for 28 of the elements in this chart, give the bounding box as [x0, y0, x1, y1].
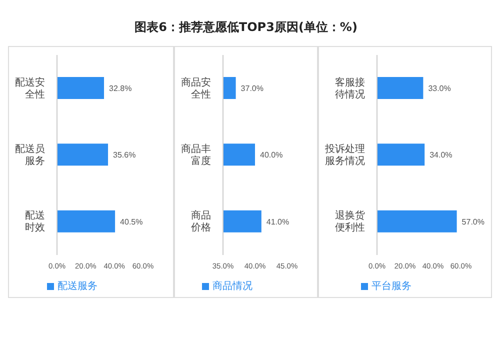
y-tick-label: 退换货便利性 — [335, 210, 365, 234]
legend-label: 平台服务 — [372, 281, 412, 292]
chart-title: 图表6：推荐意愿低TOP3原因(单位：%) — [134, 18, 358, 36]
data-label: 35.6% — [113, 150, 136, 160]
y-tick-label: 配送员服务 — [15, 143, 45, 167]
y-tick-label: 投诉处理服务情况 — [324, 143, 365, 167]
bar — [57, 144, 108, 166]
y-tick-label: 商品丰富度 — [181, 143, 211, 167]
data-label: 41.0% — [266, 217, 290, 226]
legend-label: 商品情况 — [212, 281, 252, 292]
y-tick-label: 商品价格 — [190, 210, 211, 234]
data-label: 32.8% — [109, 84, 132, 93]
legend-label: 配送服务 — [58, 281, 98, 292]
y-tick-label: 客服接待情况 — [335, 76, 365, 100]
y-tick-label: 配送时效 — [25, 210, 45, 234]
data-label: 34.0% — [430, 150, 452, 160]
bar — [377, 210, 457, 232]
data-label: 37.0% — [240, 84, 264, 93]
data-label: 40.0% — [260, 150, 283, 160]
y-tick-label: 配送安全性 — [15, 76, 45, 100]
y-tick-label: 商品安全性 — [181, 76, 211, 100]
bar — [57, 210, 116, 232]
data-label: 33.0% — [428, 84, 451, 93]
bar — [377, 77, 424, 99]
bar — [57, 77, 104, 99]
bar — [377, 144, 425, 166]
data-label: 57.0% — [462, 217, 484, 226]
data-label: 40.5% — [120, 217, 143, 226]
